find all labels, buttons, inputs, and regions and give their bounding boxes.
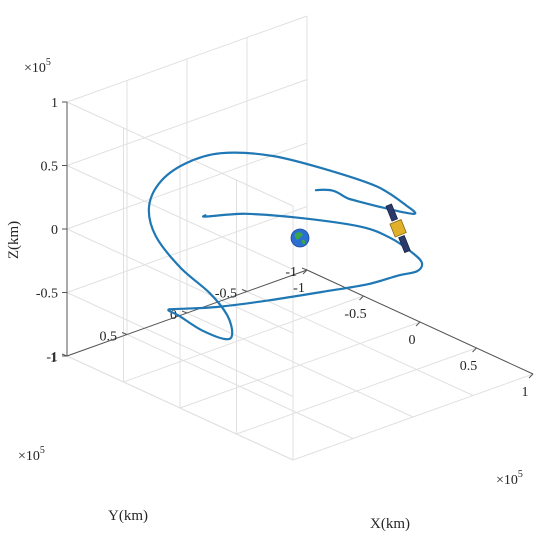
x-tick-label: -0.5 <box>344 307 366 322</box>
grid-line <box>186 312 414 418</box>
earth-marker <box>290 228 310 248</box>
satellite-solar-panel-icon <box>385 203 399 222</box>
x-tick-mark <box>415 321 421 327</box>
y-tick-mark <box>301 267 308 271</box>
y-axis-multiplier: ×105 <box>18 445 45 464</box>
x-tick-label: 1 <box>522 385 529 400</box>
grid-line <box>66 79 308 166</box>
x-tick-label: 0.5 <box>460 359 478 374</box>
z-axis-label: Z(km) <box>6 221 22 259</box>
grid-line <box>66 101 294 207</box>
z-multiplier-exp: 5 <box>46 57 51 68</box>
grid-line <box>126 334 354 439</box>
grid-line <box>66 142 308 230</box>
y-axis-label: Y(km) <box>108 508 148 524</box>
x-tick-label: 0 <box>409 333 416 348</box>
x-tick-mark <box>359 295 364 301</box>
z-tick-label: -0.5 <box>36 287 58 302</box>
x-axis-multiplier: ×105 <box>496 469 523 488</box>
y-tick-label: 1 <box>50 351 57 366</box>
grid-line <box>66 355 294 461</box>
grid-line <box>66 228 294 334</box>
z-tick-label: 1 <box>51 96 58 111</box>
z-axis-multiplier: ×105 <box>24 57 51 76</box>
y-tick-label: -1 <box>285 265 297 280</box>
y-multiplier-exp: 5 <box>40 445 45 456</box>
x-tick-label: -1 <box>293 281 305 296</box>
y-tick-label: 0.5 <box>100 330 118 345</box>
tick-labels: -1-0.500.51-1-0.500.51-1-0.500.51 <box>36 96 534 400</box>
y-tick-label: 0 <box>170 308 177 323</box>
grid-line <box>66 15 308 103</box>
satellite-marker <box>385 203 411 254</box>
grid-line <box>236 347 477 435</box>
x-multiplier-exp: 5 <box>518 469 523 480</box>
z-tick-label: 0 <box>51 223 58 238</box>
y-tick-mark <box>181 310 188 314</box>
z-tick-label: 0.5 <box>41 160 59 175</box>
y-tick-label: -0.5 <box>215 287 237 302</box>
earth-land-icon <box>294 232 306 245</box>
orbit-trajectory <box>147 151 424 341</box>
z-tick-label: -1 <box>46 350 58 365</box>
earth-globe-icon <box>290 228 310 248</box>
grid-line <box>66 165 294 270</box>
x-axis-label: X(km) <box>370 516 410 532</box>
grid-line <box>292 373 534 461</box>
x-tick-mark <box>472 347 477 353</box>
z-multiplier-base: ×10 <box>24 61 46 76</box>
y-multiplier-base: ×10 <box>18 449 40 464</box>
satellite-solar-panel-icon <box>398 235 411 254</box>
y-tick-mark <box>241 289 248 292</box>
y-tick-mark <box>121 332 128 335</box>
satellite-body-icon <box>389 219 407 238</box>
x-tick-mark <box>302 269 308 275</box>
x-multiplier-base: ×10 <box>496 473 518 488</box>
x-tick-mark <box>528 373 534 379</box>
